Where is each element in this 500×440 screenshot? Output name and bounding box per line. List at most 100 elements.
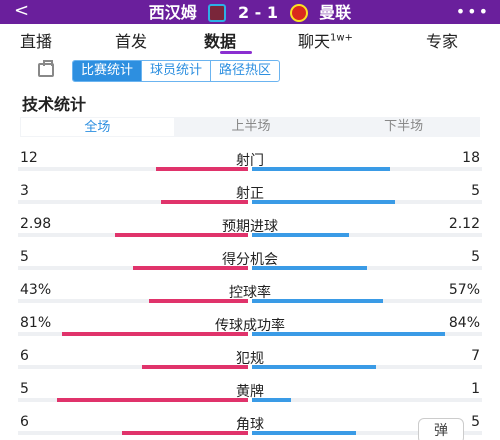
away-stat-value: 5 <box>471 249 480 265</box>
away-stat-value: 84% <box>448 315 480 331</box>
home-bar-track <box>18 200 248 204</box>
stat-row: 12 射门 18 <box>0 150 500 183</box>
away-bar-track <box>252 200 482 204</box>
stat-row: 81% 传球成功率 84% <box>0 315 500 348</box>
tab-expert[interactable]: 专家 <box>426 32 459 51</box>
home-bar-track <box>18 167 248 171</box>
main-tabs: 直播 首发 数据 聊天1w+ 专家 <box>0 24 500 54</box>
home-stat-value: 43% <box>20 282 52 298</box>
stat-label: 传球成功率 <box>215 318 285 334</box>
home-stat-value: 2.98 <box>20 216 52 232</box>
stat-label: 射门 <box>236 153 264 169</box>
danmu-button[interactable]: 弹 <box>418 418 464 440</box>
stat-row: 5 黄牌 1 <box>0 381 500 414</box>
home-stat-bar <box>61 332 248 336</box>
tab-chat[interactable]: 聊天1w+ <box>298 28 353 52</box>
stat-row: 6 角球 5 <box>0 414 500 440</box>
away-bar-track <box>252 167 482 171</box>
period-selector: 全场 上半场 下半场 <box>20 117 480 137</box>
home-bar-track <box>18 365 248 369</box>
away-team-crest-icon <box>289 3 308 22</box>
home-stat-bar <box>121 431 248 435</box>
away-bar-track <box>252 332 482 336</box>
score: 2 - 1 <box>237 2 279 22</box>
home-bar-track <box>18 332 248 336</box>
stats-subtabs: 比赛统计 球员统计 路径热区 <box>72 60 281 82</box>
home-stat-value: 5 <box>20 249 29 265</box>
away-bar-track <box>252 365 482 369</box>
home-bar-track <box>18 398 248 402</box>
stat-row: 5 得分机会 5 <box>0 249 500 282</box>
home-stat-bar <box>114 233 248 237</box>
home-stat-value: 6 <box>20 348 29 364</box>
home-stat-bar <box>57 398 248 402</box>
more-dots-icon[interactable]: ••• <box>455 2 490 21</box>
home-team-crest-icon <box>208 3 227 22</box>
stat-row: 2.98 预期进球 2.12 <box>0 216 500 249</box>
away-stat-bar <box>252 431 356 435</box>
home-stat-bar <box>156 167 248 171</box>
stat-label: 黄牌 <box>236 384 264 400</box>
away-stat-bar <box>252 365 377 369</box>
stat-label: 犯规 <box>236 351 264 367</box>
away-stat-bar <box>252 167 390 171</box>
home-stat-bar <box>142 365 248 369</box>
away-bar-track <box>252 299 482 303</box>
away-team-name: 曼联 <box>319 2 352 22</box>
stat-label: 角球 <box>236 417 264 433</box>
home-bar-track <box>18 431 248 435</box>
home-bar-track <box>18 233 248 237</box>
match-header: < 西汉姆 2 - 1 曼联 ••• <box>0 0 500 24</box>
subtab-match-stats[interactable]: 比赛统计 <box>73 61 142 81</box>
home-stat-bar <box>149 299 248 303</box>
scoreline: 西汉姆 2 - 1 曼联 <box>0 2 500 23</box>
home-stat-bar <box>160 200 248 204</box>
away-stat-bar <box>252 266 367 270</box>
away-stat-value: 57% <box>448 282 480 298</box>
away-stat-bar <box>252 200 395 204</box>
tab-live[interactable]: 直播 <box>20 32 53 51</box>
home-stat-value: 6 <box>20 414 29 430</box>
back-arrow-icon[interactable]: < <box>14 0 30 21</box>
stat-row: 43% 控球率 57% <box>0 282 500 315</box>
away-bar-track <box>252 431 482 435</box>
away-bar-track <box>252 233 482 237</box>
period-full[interactable]: 全场 <box>21 118 174 136</box>
home-stat-value: 3 <box>20 183 29 199</box>
stat-label: 射正 <box>236 186 264 202</box>
subtab-heat-zones[interactable]: 路径热区 <box>210 61 279 81</box>
away-bar-track <box>252 398 482 402</box>
active-tab-indicator <box>220 51 252 54</box>
tab-lineup[interactable]: 首发 <box>115 32 148 51</box>
stat-label: 预期进球 <box>222 219 278 235</box>
away-stat-value: 1 <box>471 381 480 397</box>
period-second-half[interactable]: 下半场 <box>384 119 424 134</box>
away-stat-value: 5 <box>471 183 480 199</box>
period-first-half[interactable]: 上半场 <box>231 119 271 134</box>
subtab-player-stats[interactable]: 球员统计 <box>141 61 210 81</box>
away-stat-value: 5 <box>471 414 480 430</box>
home-stat-bar <box>133 266 248 270</box>
away-stat-bar <box>252 332 446 336</box>
stat-row: 6 犯规 7 <box>0 348 500 381</box>
stat-row: 3 射正 5 <box>0 183 500 216</box>
away-stat-value: 2.12 <box>448 216 480 232</box>
away-stat-value: 7 <box>471 348 480 364</box>
home-team-name: 西汉姆 <box>148 2 197 22</box>
home-bar-track <box>18 266 248 270</box>
away-stat-bar <box>252 398 292 402</box>
away-stat-value: 18 <box>462 150 480 166</box>
section-title: 技术统计 <box>22 95 87 114</box>
away-bar-track <box>252 266 482 270</box>
stat-label: 得分机会 <box>222 252 278 268</box>
home-stat-value: 81% <box>20 315 52 331</box>
tab-data[interactable]: 数据 <box>204 32 237 51</box>
home-bar-track <box>18 299 248 303</box>
home-stat-value: 5 <box>20 381 29 397</box>
tab-chat-label: 聊天 <box>298 32 331 51</box>
home-stat-value: 12 <box>20 150 38 166</box>
away-stat-bar <box>252 299 384 303</box>
away-stat-bar <box>252 233 349 237</box>
share-icon[interactable] <box>38 60 54 77</box>
chat-count-badge: 1w+ <box>330 32 353 44</box>
